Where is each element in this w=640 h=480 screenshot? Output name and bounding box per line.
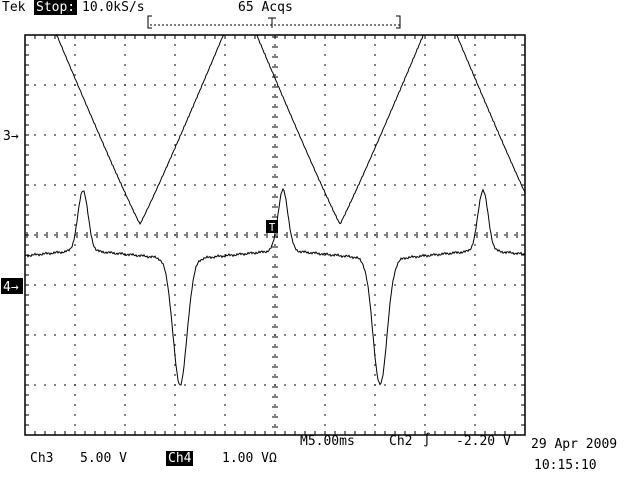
ch3-waveform <box>25 34 526 225</box>
time: 10:15:10 <box>534 458 597 473</box>
ch3-label: Ch3 <box>30 451 54 466</box>
trigger-marker <box>266 220 278 233</box>
trigger-marker-label: T <box>269 221 276 234</box>
ch3-reference-marker: 3→ <box>3 129 19 144</box>
run-state-badge: Stop: <box>34 0 78 15</box>
ch4-scale: 1.00 VΩ <box>222 451 277 466</box>
trigger-slope-icon: ∫ <box>423 433 431 448</box>
timebase: M5.00ms <box>300 434 355 449</box>
trigger-level: -2.20 V <box>456 434 511 449</box>
acquisition-count: 65 Acqs <box>238 0 293 15</box>
record-bracket <box>147 15 401 29</box>
sample-rate: 10.0kS/s <box>82 0 145 15</box>
ch3-scale: 5.00 V <box>80 451 127 466</box>
ch4-label: Ch4 <box>166 451 194 466</box>
date: 29 Apr 2009 <box>531 437 618 452</box>
graticule-grid <box>25 35 525 435</box>
ch4-reference-marker: 4→ <box>3 280 19 295</box>
ch4-reference-marker-box <box>1 278 23 294</box>
ch4-waveform <box>24 187 526 386</box>
brand-label: Tek <box>2 0 26 15</box>
trigger-source: Ch2 <box>389 434 413 449</box>
